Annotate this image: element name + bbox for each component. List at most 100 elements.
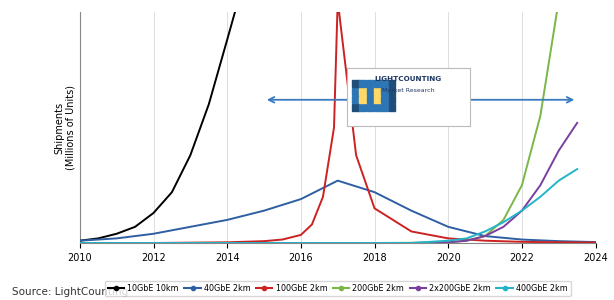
2x200GbE 2km (481, 234, 489, 238)
200GbE 2km (463, 239, 470, 242)
2x200GbE 2km (500, 225, 507, 229)
Bar (389, 88, 395, 95)
Bar (352, 80, 359, 87)
40GbE 2km (260, 209, 268, 212)
400GbE 2km (573, 167, 581, 171)
2x200GbE 2km (555, 149, 562, 152)
100GbE 2km (481, 239, 489, 242)
200GbE 2km (555, 0, 562, 2)
400GbE 2km (445, 239, 452, 242)
Bar (374, 96, 381, 103)
Line: 10GbE 10km: 10GbE 10km (80, 0, 238, 241)
Bar (352, 88, 359, 95)
2x200GbE 2km (445, 241, 452, 244)
40GbE 2km (297, 197, 305, 201)
400GbE 2km (481, 230, 489, 233)
Bar (367, 88, 373, 95)
100GbE 2km (223, 241, 231, 244)
100GbE 2km (76, 241, 84, 245)
100GbE 2km (445, 237, 452, 240)
Text: Market Research: Market Research (382, 88, 435, 93)
Bar (352, 96, 359, 103)
Bar (352, 104, 359, 111)
100GbE 2km (330, 126, 338, 129)
Bar (359, 104, 366, 111)
Y-axis label: Shipments
(Millions of Units): Shipments (Millions of Units) (54, 85, 76, 170)
Bar (381, 104, 388, 111)
10GbE 10km (205, 103, 212, 106)
200GbE 2km (76, 241, 84, 245)
100GbE 2km (279, 238, 286, 241)
Line: 400GbE 2km: 400GbE 2km (80, 169, 577, 243)
100GbE 2km (334, 0, 341, 2)
100GbE 2km (260, 239, 268, 243)
100GbE 2km (555, 241, 562, 244)
40GbE 2km (445, 225, 452, 229)
100GbE 2km (592, 241, 599, 244)
100GbE 2km (319, 195, 327, 199)
40GbE 2km (481, 234, 489, 238)
40GbE 2km (555, 239, 562, 243)
Bar (381, 88, 388, 95)
Bar (367, 80, 373, 87)
40GbE 2km (150, 232, 157, 236)
400GbE 2km (463, 237, 470, 240)
200GbE 2km (408, 241, 415, 244)
400GbE 2km (500, 220, 507, 224)
400GbE 2km (518, 209, 526, 212)
2x200GbE 2km (408, 241, 415, 245)
40GbE 2km (187, 225, 194, 229)
100GbE 2km (308, 223, 316, 226)
400GbE 2km (537, 195, 544, 199)
Line: 40GbE 2km: 40GbE 2km (80, 181, 596, 242)
40GbE 2km (371, 190, 378, 194)
100GbE 2km (518, 240, 526, 244)
10GbE 10km (131, 225, 139, 229)
Text: LIGHTCOUNTING: LIGHTCOUNTING (375, 76, 442, 82)
Bar (389, 80, 395, 87)
Bar (359, 88, 366, 95)
Bar (367, 104, 373, 111)
40GbE 2km (518, 238, 526, 241)
Line: 200GbE 2km: 200GbE 2km (80, 0, 577, 243)
Bar (381, 96, 388, 103)
10GbE 10km (223, 38, 231, 41)
40GbE 2km (334, 179, 341, 182)
100GbE 2km (408, 230, 415, 233)
10GbE 10km (187, 153, 194, 157)
Line: 100GbE 2km: 100GbE 2km (80, 0, 596, 243)
200GbE 2km (371, 241, 378, 245)
Bar (367, 96, 373, 103)
40GbE 2km (408, 209, 415, 212)
2x200GbE 2km (537, 183, 544, 187)
40GbE 2km (223, 218, 231, 222)
100GbE 2km (352, 153, 360, 157)
400GbE 2km (76, 241, 84, 245)
10GbE 10km (113, 232, 120, 236)
10GbE 10km (150, 211, 157, 215)
40GbE 2km (76, 239, 84, 242)
Bar (359, 80, 366, 87)
200GbE 2km (537, 114, 544, 118)
200GbE 2km (500, 218, 507, 222)
400GbE 2km (408, 241, 415, 245)
40GbE 2km (113, 237, 120, 240)
Line: 2x200GbE 2km: 2x200GbE 2km (80, 123, 577, 243)
10GbE 10km (95, 237, 102, 240)
10GbE 10km (235, 0, 242, 2)
2x200GbE 2km (76, 241, 84, 245)
Bar (381, 80, 388, 87)
2x200GbE 2km (573, 121, 581, 125)
Bar (389, 104, 395, 111)
Text: 2km reach only: 2km reach only (392, 84, 468, 94)
400GbE 2km (555, 179, 562, 182)
Bar (374, 80, 381, 87)
10GbE 10km (76, 239, 84, 242)
Legend: 10GbE 10km, 40GbE 2km, 100GbE 2km, 200GbE 2km, 2x200GbE 2km, 400GbE 2km: 10GbE 10km, 40GbE 2km, 100GbE 2km, 200Gb… (104, 280, 571, 296)
100GbE 2km (150, 241, 157, 245)
Bar (374, 104, 381, 111)
200GbE 2km (445, 241, 452, 244)
Text: Source: LightCounting: Source: LightCounting (12, 287, 128, 297)
200GbE 2km (518, 183, 526, 187)
10GbE 10km (168, 190, 176, 194)
